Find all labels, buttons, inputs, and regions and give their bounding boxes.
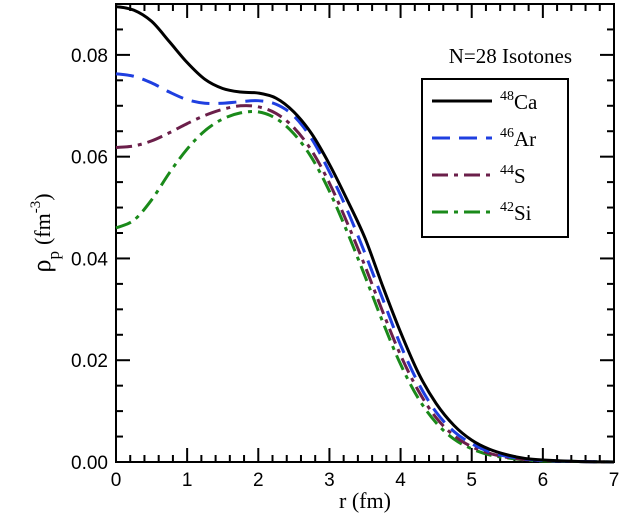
series-line-s (115, 104, 615, 464)
x-tick-label: 2 (253, 470, 264, 491)
y-tick-label: 0.08 (71, 46, 108, 67)
x-axis-title: r (fm) (339, 488, 391, 513)
y-axis-subscript: p (44, 251, 63, 260)
y-tick-label: 0.04 (71, 249, 108, 270)
x-tick-label: 6 (538, 470, 549, 491)
y-tick-label: 0.00 (71, 453, 108, 474)
legend: 48Ca 46Ar 44S 42Si (432, 89, 538, 225)
series-lines (115, 5, 615, 464)
y-axis-title: ρp (fm-3) (27, 193, 63, 272)
x-tick-label: 1 (182, 470, 193, 491)
series-line-ar (115, 72, 615, 464)
legend-label-ca: 48Ca (500, 89, 538, 114)
x-tick-label: 7 (609, 470, 620, 491)
y-tick-label: 0.06 (71, 148, 108, 169)
y-axis-unit: (fm (30, 213, 55, 245)
y-axis-exponent: -3 (28, 201, 44, 214)
series-line-ca (115, 5, 615, 464)
tick-labels: 0 1 2 3 4 5 6 7 0.00 0.02 0.04 0.06 0.08 (71, 46, 619, 491)
y-axis-rho: ρ (27, 260, 56, 273)
legend-label-si: 42Si (500, 200, 532, 225)
x-tick-label: 0 (111, 470, 122, 491)
y-tick-label: 0.02 (71, 351, 108, 372)
legend-label-s: 44S (500, 163, 526, 188)
x-tick-label: 3 (324, 470, 335, 491)
svg-text:ρp(fm-3): ρp (fm-3) (27, 193, 63, 272)
x-tick-label: 4 (395, 470, 406, 491)
x-tick-label: 5 (466, 470, 477, 491)
isotones-annotation: N=28 Isotones (449, 44, 572, 68)
legend-label-ar: 46Ar (500, 126, 536, 151)
y-axis-unit-close: ) (30, 193, 55, 200)
